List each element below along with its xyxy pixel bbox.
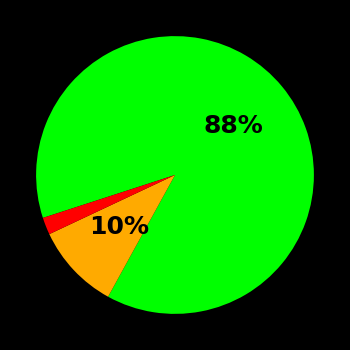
Text: 88%: 88%	[204, 114, 264, 138]
Text: 10%: 10%	[89, 215, 149, 239]
Wedge shape	[43, 175, 175, 234]
Wedge shape	[36, 36, 314, 314]
Wedge shape	[49, 175, 175, 297]
